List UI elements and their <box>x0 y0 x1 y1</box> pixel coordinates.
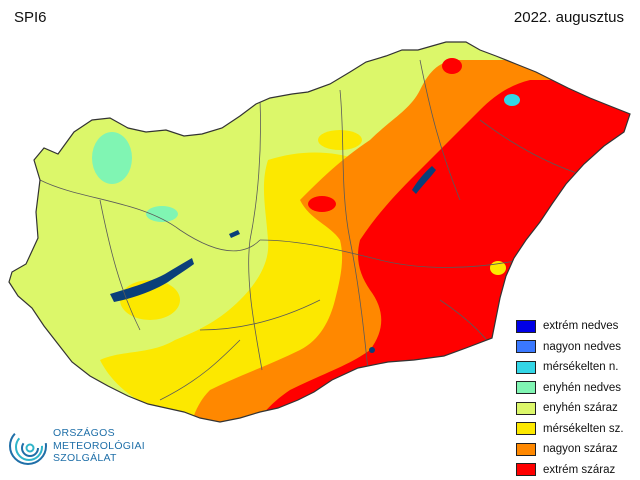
omsz-logo: ORSZÁGOS METEOROLÓGIAI SZOLGÁLAT <box>8 424 158 474</box>
legend-label: enyhén száraz <box>543 402 618 415</box>
legend-item: nagyon nedves <box>516 337 634 358</box>
logo-line-1: ORSZÁGOS <box>53 427 115 439</box>
legend-item: extrém száraz <box>516 460 634 480</box>
lake-balaton <box>110 258 194 302</box>
zone-mild-wet-center <box>146 206 178 222</box>
lake-tisza <box>412 166 436 194</box>
legend-swatch <box>516 381 536 395</box>
legend-item: mérsékelten n. <box>516 357 634 378</box>
index-label: SPI6 <box>14 9 47 26</box>
legend-item: mérsékelten sz. <box>516 419 634 440</box>
legend-label: nagyon száraz <box>543 443 618 456</box>
legend-label: nagyon nedves <box>543 340 622 353</box>
legend-item: enyhén nedves <box>516 378 634 399</box>
zone-moderate-dry-north <box>318 130 362 150</box>
legend-swatch <box>516 360 536 374</box>
legend-label: extrém száraz <box>543 463 616 476</box>
legend-label: extrém nedves <box>543 320 619 333</box>
legend-swatch <box>516 340 536 354</box>
zone-very-wet-ne <box>504 94 520 106</box>
legend-swatch <box>516 422 536 436</box>
legend-swatch <box>516 401 536 415</box>
lake-small-south <box>369 347 375 353</box>
legend-label: mérsékelten n. <box>543 361 619 374</box>
legend-item: nagyon száraz <box>516 439 634 460</box>
legend-label: mérsékelten sz. <box>543 422 624 435</box>
period-label: 2022. augusztus <box>513 9 624 26</box>
legend-item: enyhén száraz <box>516 398 634 419</box>
legend-label: enyhén nedves <box>543 381 622 394</box>
legend-item: extrém nedves <box>516 316 634 337</box>
zone-extreme-dry-north <box>442 58 462 74</box>
zone-mild-wet-west <box>92 132 132 184</box>
legend: extrém nedves nagyon nedves mérsékelten n.… <box>516 316 634 480</box>
legend-swatch <box>516 319 536 333</box>
logo-line-3: SZOLGÁLAT <box>53 452 117 464</box>
logo-swirl-icon <box>9 427 47 465</box>
legend-swatch <box>516 463 536 477</box>
logo-line-2: METEOROLÓGIAI <box>53 439 145 452</box>
zone-extreme-dry-northcenter <box>308 196 336 212</box>
lake-velence <box>229 230 240 238</box>
legend-swatch <box>516 442 536 456</box>
